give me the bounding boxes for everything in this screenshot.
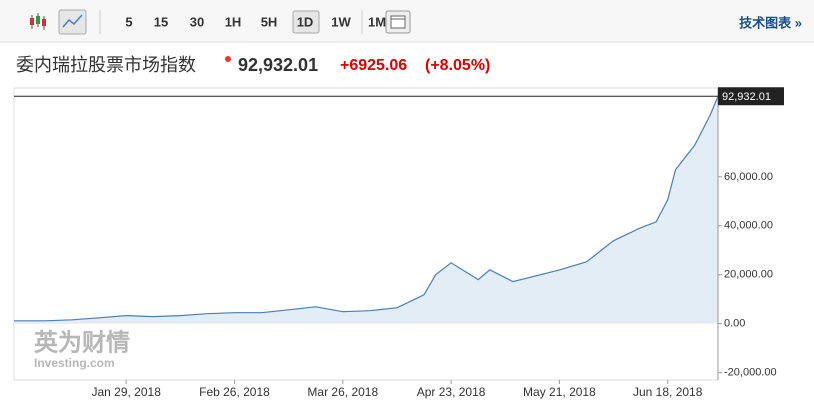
interval-button[interactable]: 30 [190,14,204,29]
y-tick-label: 40,000.00 [724,220,773,232]
watermark-site: Investing.com [34,356,115,370]
y-tick-label: 60,000.00 [724,171,773,183]
last-price: 92,932.01 [238,55,318,75]
interval-button[interactable]: 15 [154,14,168,29]
y-tick-label: -20,000.00 [724,367,777,379]
interval-button[interactable]: 5H [261,14,278,29]
interval-button[interactable]: 1M [368,14,386,29]
x-tick-label: Feb 26, 2018 [199,385,270,399]
watermark-brand: 英为财情 [34,329,130,356]
line-chart-icon[interactable] [58,9,87,35]
area-fill [14,96,718,324]
candlestick-icon[interactable] [30,13,46,30]
live-dot [225,56,231,62]
y-tick-label: 20,000.00 [724,269,773,281]
interval-button[interactable]: 1D [297,14,314,29]
x-tick-label: Apr 23, 2018 [417,385,486,399]
y-tick-label: 0.00 [724,318,745,330]
last-price-tag [718,87,784,106]
interval-button[interactable]: 5 [125,14,132,29]
interval-button[interactable]: 1W [331,14,351,29]
settings-icon[interactable] [385,10,411,34]
interval-selected [292,10,320,34]
x-tick-label: May 21, 2018 [523,385,596,399]
x-tick-label: Jun 18, 2018 [633,385,703,399]
technical-chart-link[interactable]: 技术图表 » [739,15,802,30]
last-price-label: 92,932.01 [722,91,771,103]
x-tick-label: Mar 26, 2018 [307,385,378,399]
price-change-pct: (+8.05%) [425,57,490,74]
price-change: +6925.06 [340,57,407,74]
interval-button[interactable]: 1H [225,14,242,29]
x-tick-label: Jan 29, 2018 [91,385,161,399]
price-line [14,95,719,322]
instrument-title: 委内瑞拉股票市场指数 [16,55,196,75]
